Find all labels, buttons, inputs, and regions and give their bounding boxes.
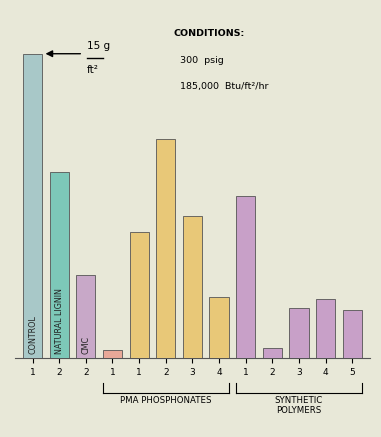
Text: NATURAL LIGNIN: NATURAL LIGNIN [55, 288, 64, 354]
Bar [263, 348, 282, 358]
Text: CMC: CMC [81, 336, 90, 354]
Text: SYNTHETIC
POLYMERS: SYNTHETIC POLYMERS [275, 396, 323, 415]
Bar [183, 216, 202, 358]
Text: CONTROL: CONTROL [28, 316, 37, 354]
Bar [290, 308, 309, 358]
Bar [50, 171, 69, 358]
Text: 185,000  Btu/ft²/hr: 185,000 Btu/ft²/hr [174, 82, 268, 91]
Bar [343, 309, 362, 358]
Text: CONDITIONS:: CONDITIONS: [174, 29, 245, 38]
Bar [156, 139, 175, 358]
Bar [210, 298, 229, 358]
Bar [316, 299, 335, 358]
Text: PMA PHOSPHONATES: PMA PHOSPHONATES [120, 396, 211, 405]
Bar [103, 350, 122, 358]
Text: ft²: ft² [87, 65, 99, 75]
Bar [236, 196, 255, 358]
Bar [130, 232, 149, 358]
Text: 300  psig: 300 psig [174, 56, 224, 65]
Bar [23, 54, 42, 358]
Text: 15 g: 15 g [87, 41, 110, 51]
Bar [76, 275, 95, 358]
